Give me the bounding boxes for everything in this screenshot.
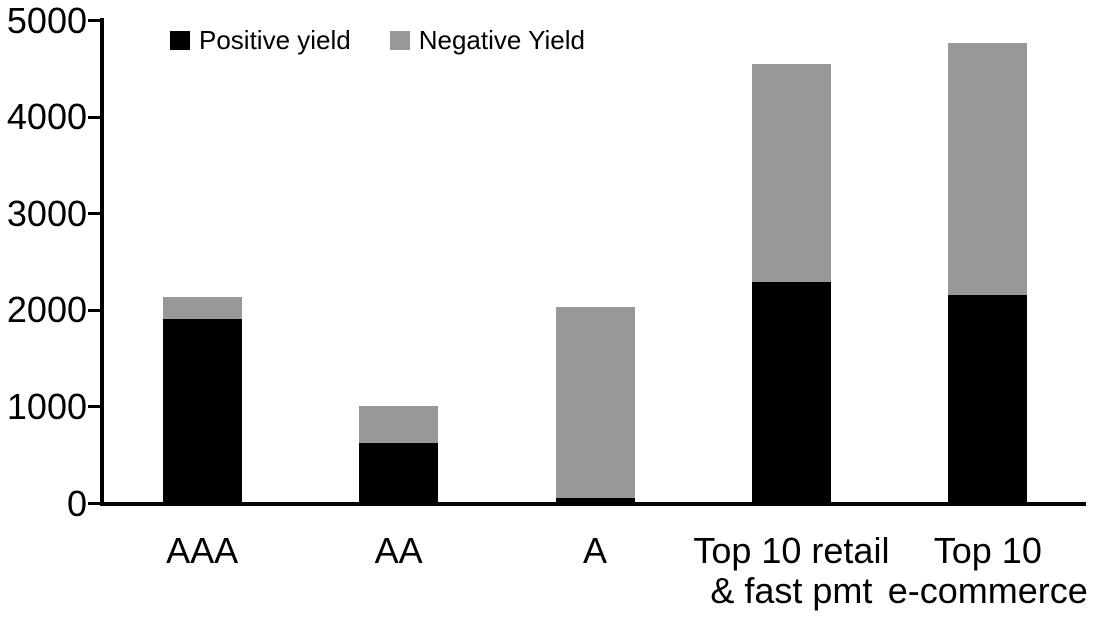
x-category-label-2: AA [374,530,423,571]
y-tick-2000 [88,308,101,312]
y-axis-line [100,18,104,506]
bar-3-segment-negative-yield [555,306,635,499]
bar-1-segment-negative-yield [162,297,242,320]
legend: Positive yield Negative Yield [170,27,585,53]
y-tick-label-3000: 3000 [6,192,87,234]
bar-5-segment-negative-yield [948,43,1028,296]
legend-item-negative-yield: Negative Yield [389,25,585,55]
bar-1-segment-positive-yield [162,319,242,503]
bar-4-segment-positive-yield [751,281,831,503]
bar-5 [948,43,1028,503]
bar-5-segment-positive-yield [948,295,1028,503]
y-tick-label-4000: 4000 [6,96,87,138]
negative-yield-swatch-icon [389,30,410,50]
bar-3-segment-positive-yield [555,498,635,503]
y-tick-1000 [88,405,101,409]
legend-label-positive-yield: Positive yield [199,25,351,55]
x-category-label-3: A [582,530,607,571]
y-tick-0 [88,502,101,505]
y-tick-label-2000: 2000 [6,289,87,331]
bar-4 [751,64,831,503]
y-tick-label-5000: 5000 [6,0,87,41]
positive-yield-swatch-icon [170,30,190,50]
y-tick-label-1000: 1000 [6,385,87,427]
bar-1 [162,297,242,503]
bar-3 [555,306,635,503]
bar-2 [359,406,439,503]
x-category-label-4: Top 10 retail & fast pmt [693,530,890,611]
legend-item-positive-yield: Positive yield [170,27,351,53]
x-axis-line [100,502,1086,506]
bar-4-segment-negative-yield [751,64,831,282]
y-tick-3000 [88,212,101,216]
y-tick-label-0: 0 [66,482,87,524]
y-tick-5000 [88,19,101,22]
bar-2-segment-negative-yield [359,406,439,444]
y-tick-4000 [88,115,101,119]
bar-2-segment-positive-yield [359,443,439,503]
x-category-label-5: Top 10 e-commerce [887,530,1088,611]
x-category-label-1: AAA [166,530,239,571]
legend-label-negative-yield: Negative Yield [418,25,585,55]
